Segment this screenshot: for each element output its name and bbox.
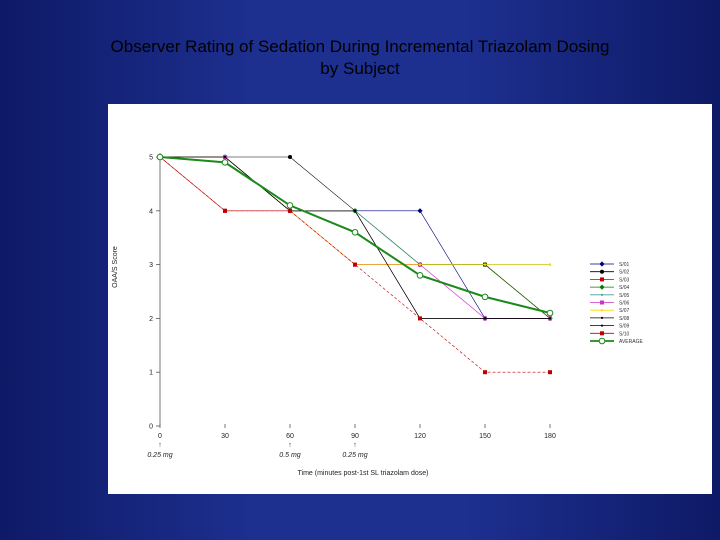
y-tick-label-4: 4 xyxy=(149,208,153,215)
legend-swatch-marker xyxy=(600,316,604,319)
legend-label: AVERAGE xyxy=(619,339,643,345)
legend-entry: AVERAGE xyxy=(590,337,643,345)
data-point xyxy=(548,317,552,320)
dose-arrow-2: ↑ xyxy=(353,442,357,449)
y-tick-label-3: 3 xyxy=(149,262,153,269)
legend-entry: S/01 xyxy=(590,261,630,268)
dose-label-2: 0.25 mg xyxy=(342,452,367,459)
dose-label-0: 0.25 mg xyxy=(147,452,172,459)
data-point xyxy=(483,370,487,375)
data-point xyxy=(483,317,487,320)
series-line xyxy=(160,156,550,319)
legend-swatch-marker xyxy=(600,309,604,312)
legend-label: S/04 xyxy=(619,285,630,291)
data-point xyxy=(353,262,357,267)
dose-arrow-1: ↑ xyxy=(288,442,292,449)
data-point xyxy=(288,155,292,159)
legend-label: S/05 xyxy=(619,293,630,299)
legend-label: S/03 xyxy=(619,277,630,283)
legend-swatch-marker xyxy=(599,284,605,290)
series-line xyxy=(160,156,551,319)
legend-entry: S/06 xyxy=(590,300,630,307)
data-point xyxy=(223,208,227,213)
series-average xyxy=(156,153,554,317)
line-chart: 0 1 2 3 4 5 0 30 60 90 120 150 180 ↑ 0.25 mg ↑ 0.5 mg ↑ 0.… xyxy=(112,153,643,477)
legend-swatch-marker xyxy=(599,261,605,267)
legend-label: S/07 xyxy=(619,308,630,314)
series-s08 xyxy=(158,155,552,320)
series-s06 xyxy=(158,155,552,321)
legend-swatch-marker xyxy=(600,293,604,296)
legend-entry: S/02 xyxy=(590,269,630,276)
legend-swatch-marker xyxy=(600,300,604,305)
series-line xyxy=(160,156,550,319)
series-s04 xyxy=(157,154,553,321)
chart-panel: 0 1 2 3 4 5 0 30 60 90 120 150 180 ↑ 0.25 mg ↑ 0.5 mg ↑ 0.… xyxy=(108,104,712,494)
legend-label: S/06 xyxy=(619,301,630,307)
legend-swatch-marker xyxy=(600,324,604,327)
x-tick-label-180: 180 xyxy=(544,433,556,440)
legend-swatch-marker xyxy=(598,337,606,345)
data-point xyxy=(548,263,552,266)
series-s02 xyxy=(158,155,552,321)
series-line xyxy=(160,156,551,319)
legend-label: S/08 xyxy=(619,316,630,322)
series-s09 xyxy=(158,155,552,320)
y-tick-label-2: 2 xyxy=(149,316,153,323)
y-tick-label-5: 5 xyxy=(149,155,153,162)
x-tick-label-120: 120 xyxy=(414,433,426,440)
legend-entry: S/03 xyxy=(590,277,630,283)
data-point xyxy=(286,202,294,209)
x-tick-label-30: 30 xyxy=(221,433,229,440)
data-point xyxy=(418,263,422,266)
legend-swatch-marker xyxy=(600,269,604,274)
data-point xyxy=(353,209,357,212)
legend-label: S/10 xyxy=(619,331,630,337)
dose-label-1: 0.5 mg xyxy=(279,452,301,459)
legend-entry: S/05 xyxy=(590,293,630,299)
legend-entry: S/04 xyxy=(590,284,630,291)
series-s03 xyxy=(158,155,552,321)
x-axis-label: Time (minutes post-1st SL triazolam dose… xyxy=(298,470,429,477)
data-point xyxy=(483,263,487,266)
legend-label: S/09 xyxy=(619,324,630,330)
data-point xyxy=(481,293,489,301)
data-point xyxy=(156,153,164,161)
slide-title-line2: by Subject xyxy=(320,59,400,78)
legend-entry: S/09 xyxy=(590,324,630,330)
data-point xyxy=(418,316,422,321)
legend-entry: S/10 xyxy=(590,331,630,337)
slide-title: Observer Rating of Sedation During Incre… xyxy=(0,36,720,80)
legend-label: S/01 xyxy=(619,262,630,268)
series-line xyxy=(160,156,550,319)
data-point xyxy=(546,309,554,317)
data-point xyxy=(223,155,227,159)
x-tick-label-0: 0 xyxy=(158,433,162,440)
series-group xyxy=(156,153,554,375)
legend-swatch-marker xyxy=(600,331,604,336)
series-line xyxy=(159,156,551,319)
dose-arrow-0: ↑ xyxy=(158,442,162,449)
legend: S/01 S/02S/03 S/04 S/05 S/06S/07 S/08 S/09S/10… xyxy=(590,261,643,345)
x-tick-label-150: 150 xyxy=(479,433,491,440)
data-point xyxy=(548,370,552,375)
legend-entry: S/08 xyxy=(590,316,630,322)
x-tick-label-60: 60 xyxy=(286,433,294,440)
data-point xyxy=(221,159,229,166)
y-tick-label-0: 0 xyxy=(149,424,153,431)
data-point xyxy=(416,272,424,279)
x-tick-label-90: 90 xyxy=(351,433,359,440)
legend-swatch-marker xyxy=(600,277,604,282)
y-axis-label: OAA/S Score xyxy=(112,246,119,288)
legend-entry: S/07 xyxy=(590,308,630,314)
data-point xyxy=(288,208,292,213)
data-point xyxy=(417,208,423,214)
series-s01 xyxy=(157,154,553,321)
legend-label: S/02 xyxy=(619,270,630,276)
y-tick-label-1: 1 xyxy=(149,370,153,377)
series-line xyxy=(160,156,550,319)
slide-title-line1: Observer Rating of Sedation During Incre… xyxy=(110,37,610,56)
axes: 0 1 2 3 4 5 0 30 60 90 120 150 180 ↑ 0.25 mg ↑ 0.5 mg ↑ 0.… xyxy=(147,153,556,459)
data-point xyxy=(351,229,359,236)
